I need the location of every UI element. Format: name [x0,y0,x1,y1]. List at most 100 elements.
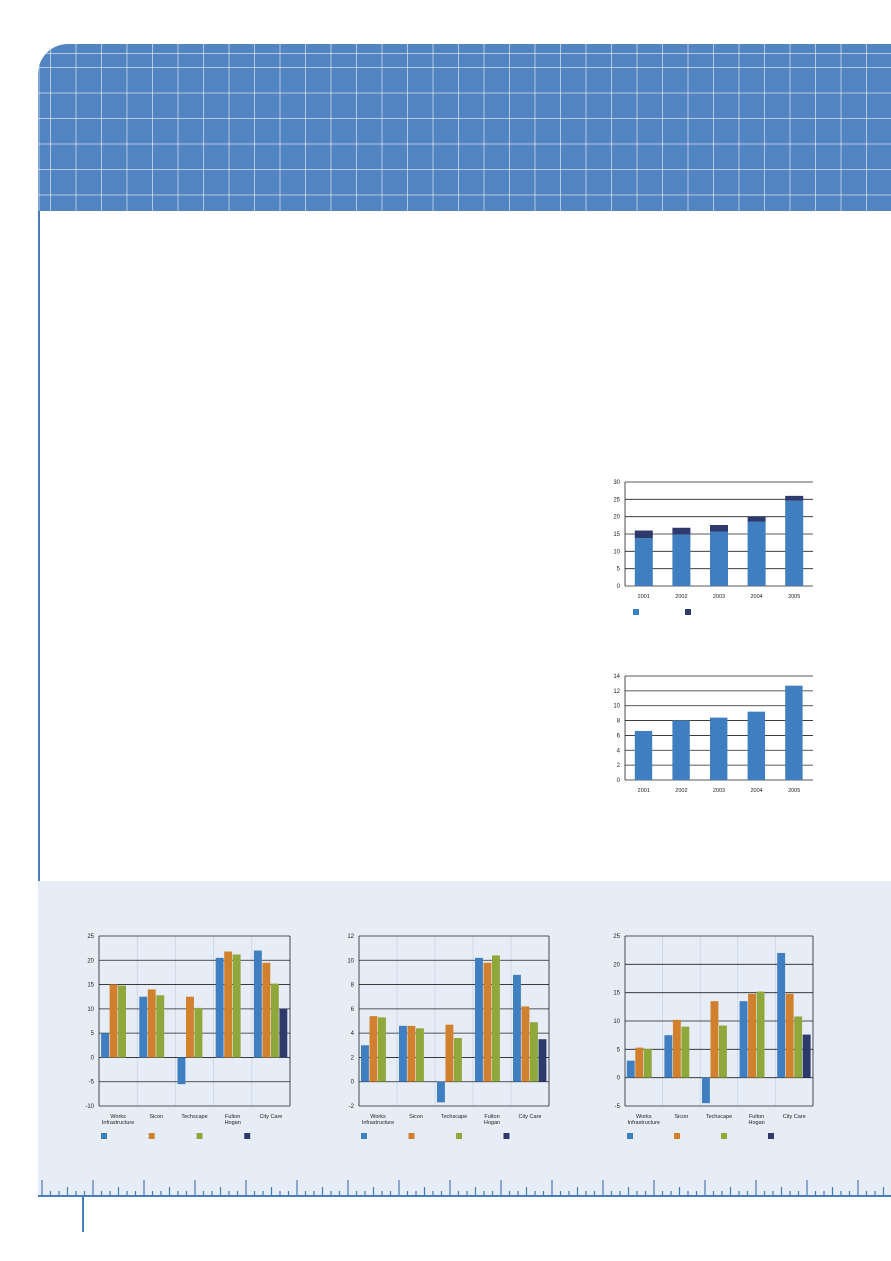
y-tick-label: 12 [347,934,354,940]
bar [407,1025,416,1082]
y-tick-label: 10 [347,958,354,964]
y-tick-label: 10 [613,704,620,710]
y-tick-label: 0 [351,1080,355,1086]
x-tick-label-line: Fulton [225,1114,240,1120]
x-tick-label-line: Sicon [149,1114,163,1120]
x-tick-label: City Care [519,1114,542,1120]
legend-swatch [503,1133,510,1139]
bar [369,1016,378,1082]
middle-bar-chart: 0 2 4 6 8 10 12 14 2001 2002 2003 2004 2005 [613,674,813,794]
legend-swatch [101,1133,107,1139]
header-band [38,44,891,211]
y-tick-label: 25 [613,934,620,940]
x-tick-label: Sicon [149,1114,163,1120]
x-tick-label-line: Works [636,1114,652,1120]
bar [186,996,194,1058]
bar [215,957,224,1058]
x-tick-label-line: Techscape [181,1114,207,1120]
y-tick-label: 8 [617,719,621,725]
bar [538,1039,547,1082]
top-stacked-chart: 0 5 10 15 20 25 30 2001 2002 2003 2004 2005 [613,480,813,615]
bottom-right-chart: -5 0 5 10 15 20 25 Works Infrastructure Sicon Tech… [613,934,814,1139]
x-tick-label: 2004 [750,788,762,794]
x-tick-label-line: 2004 [750,594,762,600]
x-tick-label-line: Fulton [484,1114,499,1120]
bar [802,1034,811,1078]
y-tick-label: 15 [87,983,94,989]
y-tick-label: 6 [617,733,621,739]
bar-segment [634,538,653,586]
x-tick-label-line: 2003 [713,788,725,794]
bar [361,1045,369,1082]
bar [747,711,765,780]
x-tick-label-line: 2001 [638,594,650,600]
x-tick-label: 2002 [675,594,687,600]
y-tick-label: 4 [351,1031,355,1037]
bar [643,1048,652,1078]
bar [710,717,728,780]
x-tick-label: City Care [259,1114,282,1120]
bar [270,983,279,1058]
y-tick-label: 10 [87,1007,94,1013]
left-rule [38,211,40,881]
bottom-middle-chart: -2 0 2 4 6 8 10 12 Works Infrastructure Sicon Techs… [347,934,550,1139]
y-tick-label: 20 [613,515,620,521]
x-tick-label-line: Infrastructure [362,1120,394,1126]
bar [748,993,756,1078]
y-tick-label: 10 [613,549,620,555]
bar [177,1057,186,1085]
x-tick-label-line: Techscape [706,1114,732,1120]
bar [777,953,786,1078]
y-tick-label: 0 [617,778,621,784]
y-tick-label: -5 [615,1104,621,1110]
x-tick-label: Fulton Hogan [748,1114,764,1126]
x-tick-label: 2005 [788,594,800,600]
x-tick-label-line: Sicon [675,1114,689,1120]
bar [194,1007,203,1058]
x-tick-label-line: Sicon [409,1114,423,1120]
y-tick-label: -5 [89,1080,95,1086]
bar [454,1038,462,1082]
y-tick-label: 6 [351,1007,355,1013]
x-tick-label: 2001 [638,788,650,794]
y-tick-label: 5 [91,1031,95,1037]
bar [101,1033,109,1058]
y-tick-label: -2 [349,1104,355,1110]
legend-swatch [674,1133,680,1139]
x-tick-label: Sicon [675,1114,689,1120]
legend-swatch [408,1133,415,1139]
y-tick-label: 2 [617,763,621,769]
x-tick-label-line: 2003 [713,594,725,600]
legend-swatch [627,1133,633,1139]
ruler-stem [82,1196,84,1232]
bar-segment [672,534,691,586]
bar [521,1006,530,1082]
x-tick-label-line: Hogan [748,1120,764,1126]
bar [626,1060,635,1078]
y-tick-label: 20 [87,958,94,964]
legend-swatch [196,1133,203,1139]
x-tick-label-line: 2002 [675,594,687,600]
x-tick-label: Techscape [181,1114,207,1120]
bar [253,950,262,1058]
bar [109,984,118,1058]
y-tick-label: 14 [613,674,620,680]
bar [483,962,492,1082]
bar [279,1008,288,1058]
y-tick-label: 5 [617,1047,621,1053]
bar [378,1017,386,1082]
bar-segment [747,521,766,586]
bar-segment [747,516,766,522]
bar-segment [634,530,653,539]
bar [399,1025,407,1082]
legend-swatch [456,1133,462,1139]
x-tick-label-line: Fulton [749,1114,764,1120]
bar [437,1081,445,1103]
bar [224,951,233,1058]
x-tick-label: 2005 [788,788,800,794]
y-tick-label: 8 [351,983,355,989]
y-tick-label: 20 [613,962,620,968]
bar [139,996,148,1058]
x-tick-label-line: Works [370,1114,386,1120]
legend-swatch [633,609,639,615]
